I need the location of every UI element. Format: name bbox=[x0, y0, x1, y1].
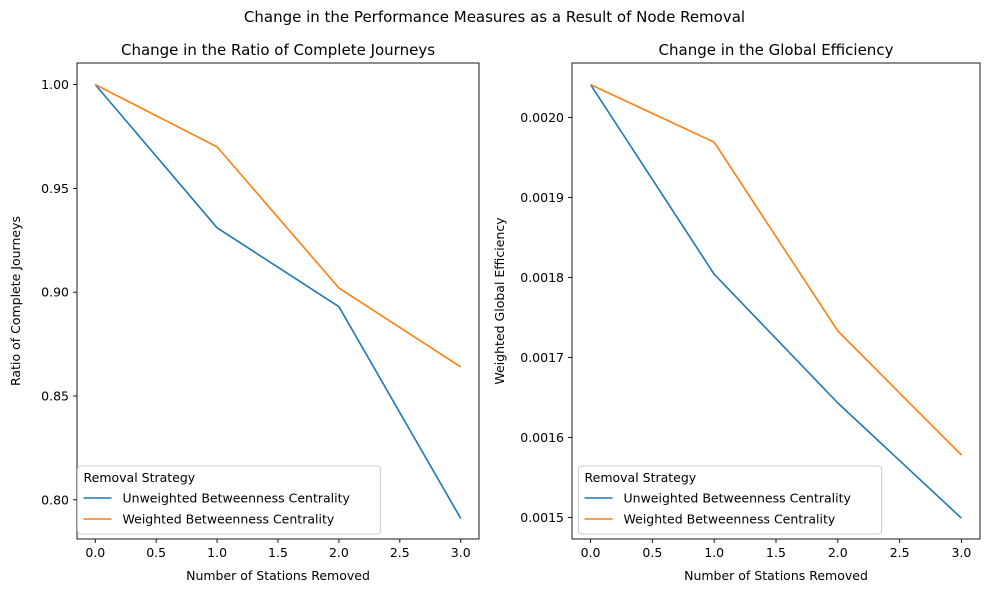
y-tick-label: 0.0016 bbox=[520, 430, 564, 445]
x-tick-label: 3.0 bbox=[952, 545, 972, 560]
y-tick-label: 0.80 bbox=[41, 492, 69, 507]
legend: Removal Strategy Unweighted Betweenness C… bbox=[578, 465, 882, 535]
y-axis-label: Weighted Global Efficiency bbox=[492, 217, 507, 385]
legend-entry-label: Unweighted Betweenness Centrality bbox=[123, 491, 351, 506]
x-tick-label: 1.0 bbox=[207, 545, 227, 560]
x-tick-label: 1.5 bbox=[766, 545, 786, 560]
series-line-unweighted bbox=[94, 84, 462, 519]
legend-entry-label: Weighted Betweenness Centrality bbox=[123, 512, 335, 527]
legend-box bbox=[77, 465, 381, 535]
legend: Removal Strategy Unweighted Betweenness C… bbox=[77, 465, 381, 535]
legend-box bbox=[578, 465, 882, 535]
y-tick-label: 0.0020 bbox=[520, 110, 564, 125]
x-axis-label: Number of Stations Removed bbox=[186, 568, 370, 583]
y-axis-label: Ratio of Complete Journeys bbox=[8, 216, 23, 386]
axes-frame bbox=[571, 62, 981, 540]
series-line-weighted bbox=[94, 83, 462, 368]
legend-title: Removal Strategy bbox=[585, 470, 697, 485]
y-tick-label: 0.0017 bbox=[520, 350, 564, 365]
series-line-unweighted bbox=[589, 84, 962, 519]
x-tick-label: 2.5 bbox=[890, 545, 910, 560]
x-tick-label: 0.5 bbox=[642, 545, 662, 560]
y-tick-label: 0.0018 bbox=[520, 270, 564, 285]
y-tick-label: 0.0015 bbox=[520, 510, 564, 525]
series-line-weighted bbox=[590, 83, 963, 456]
x-tick-label: 1.0 bbox=[704, 545, 724, 560]
axes-frame bbox=[76, 62, 480, 540]
x-tick-label: 0.5 bbox=[146, 545, 166, 560]
axes-title: Change in the Global Efficiency bbox=[659, 41, 894, 59]
y-tick-label: 0.0019 bbox=[520, 190, 564, 205]
figure-title: Change in the Performance Measures as a … bbox=[244, 8, 745, 26]
plot-ratio-complete-journeys: Change in the Ratio of Complete Journeys… bbox=[8, 41, 480, 583]
x-tick-label: 2.5 bbox=[390, 545, 410, 560]
y-tick-label: 1.00 bbox=[41, 77, 69, 92]
x-axis-label: Number of Stations Removed bbox=[684, 568, 868, 583]
y-tick-label: 0.90 bbox=[41, 285, 69, 300]
legend-entry-label: Weighted Betweenness Centrality bbox=[624, 512, 836, 527]
y-tick-label: 0.95 bbox=[41, 181, 69, 196]
x-tick-label: 1.5 bbox=[268, 545, 288, 560]
x-tick-label: 2.0 bbox=[329, 545, 349, 560]
x-tick-label: 3.0 bbox=[451, 545, 471, 560]
x-tick-label: 0.0 bbox=[85, 545, 105, 560]
axes-title: Change in the Ratio of Complete Journeys bbox=[121, 41, 435, 59]
plot-global-efficiency: Change in the Global Efficiency 0.0 0.5 1.0… bbox=[492, 41, 981, 583]
x-tick-label: 0.0 bbox=[581, 545, 601, 560]
y-tick-label: 0.85 bbox=[41, 388, 69, 403]
legend-title: Removal Strategy bbox=[84, 470, 196, 485]
legend-entry-label: Unweighted Betweenness Centrality bbox=[624, 491, 852, 506]
x-tick-label: 2.0 bbox=[828, 545, 848, 560]
